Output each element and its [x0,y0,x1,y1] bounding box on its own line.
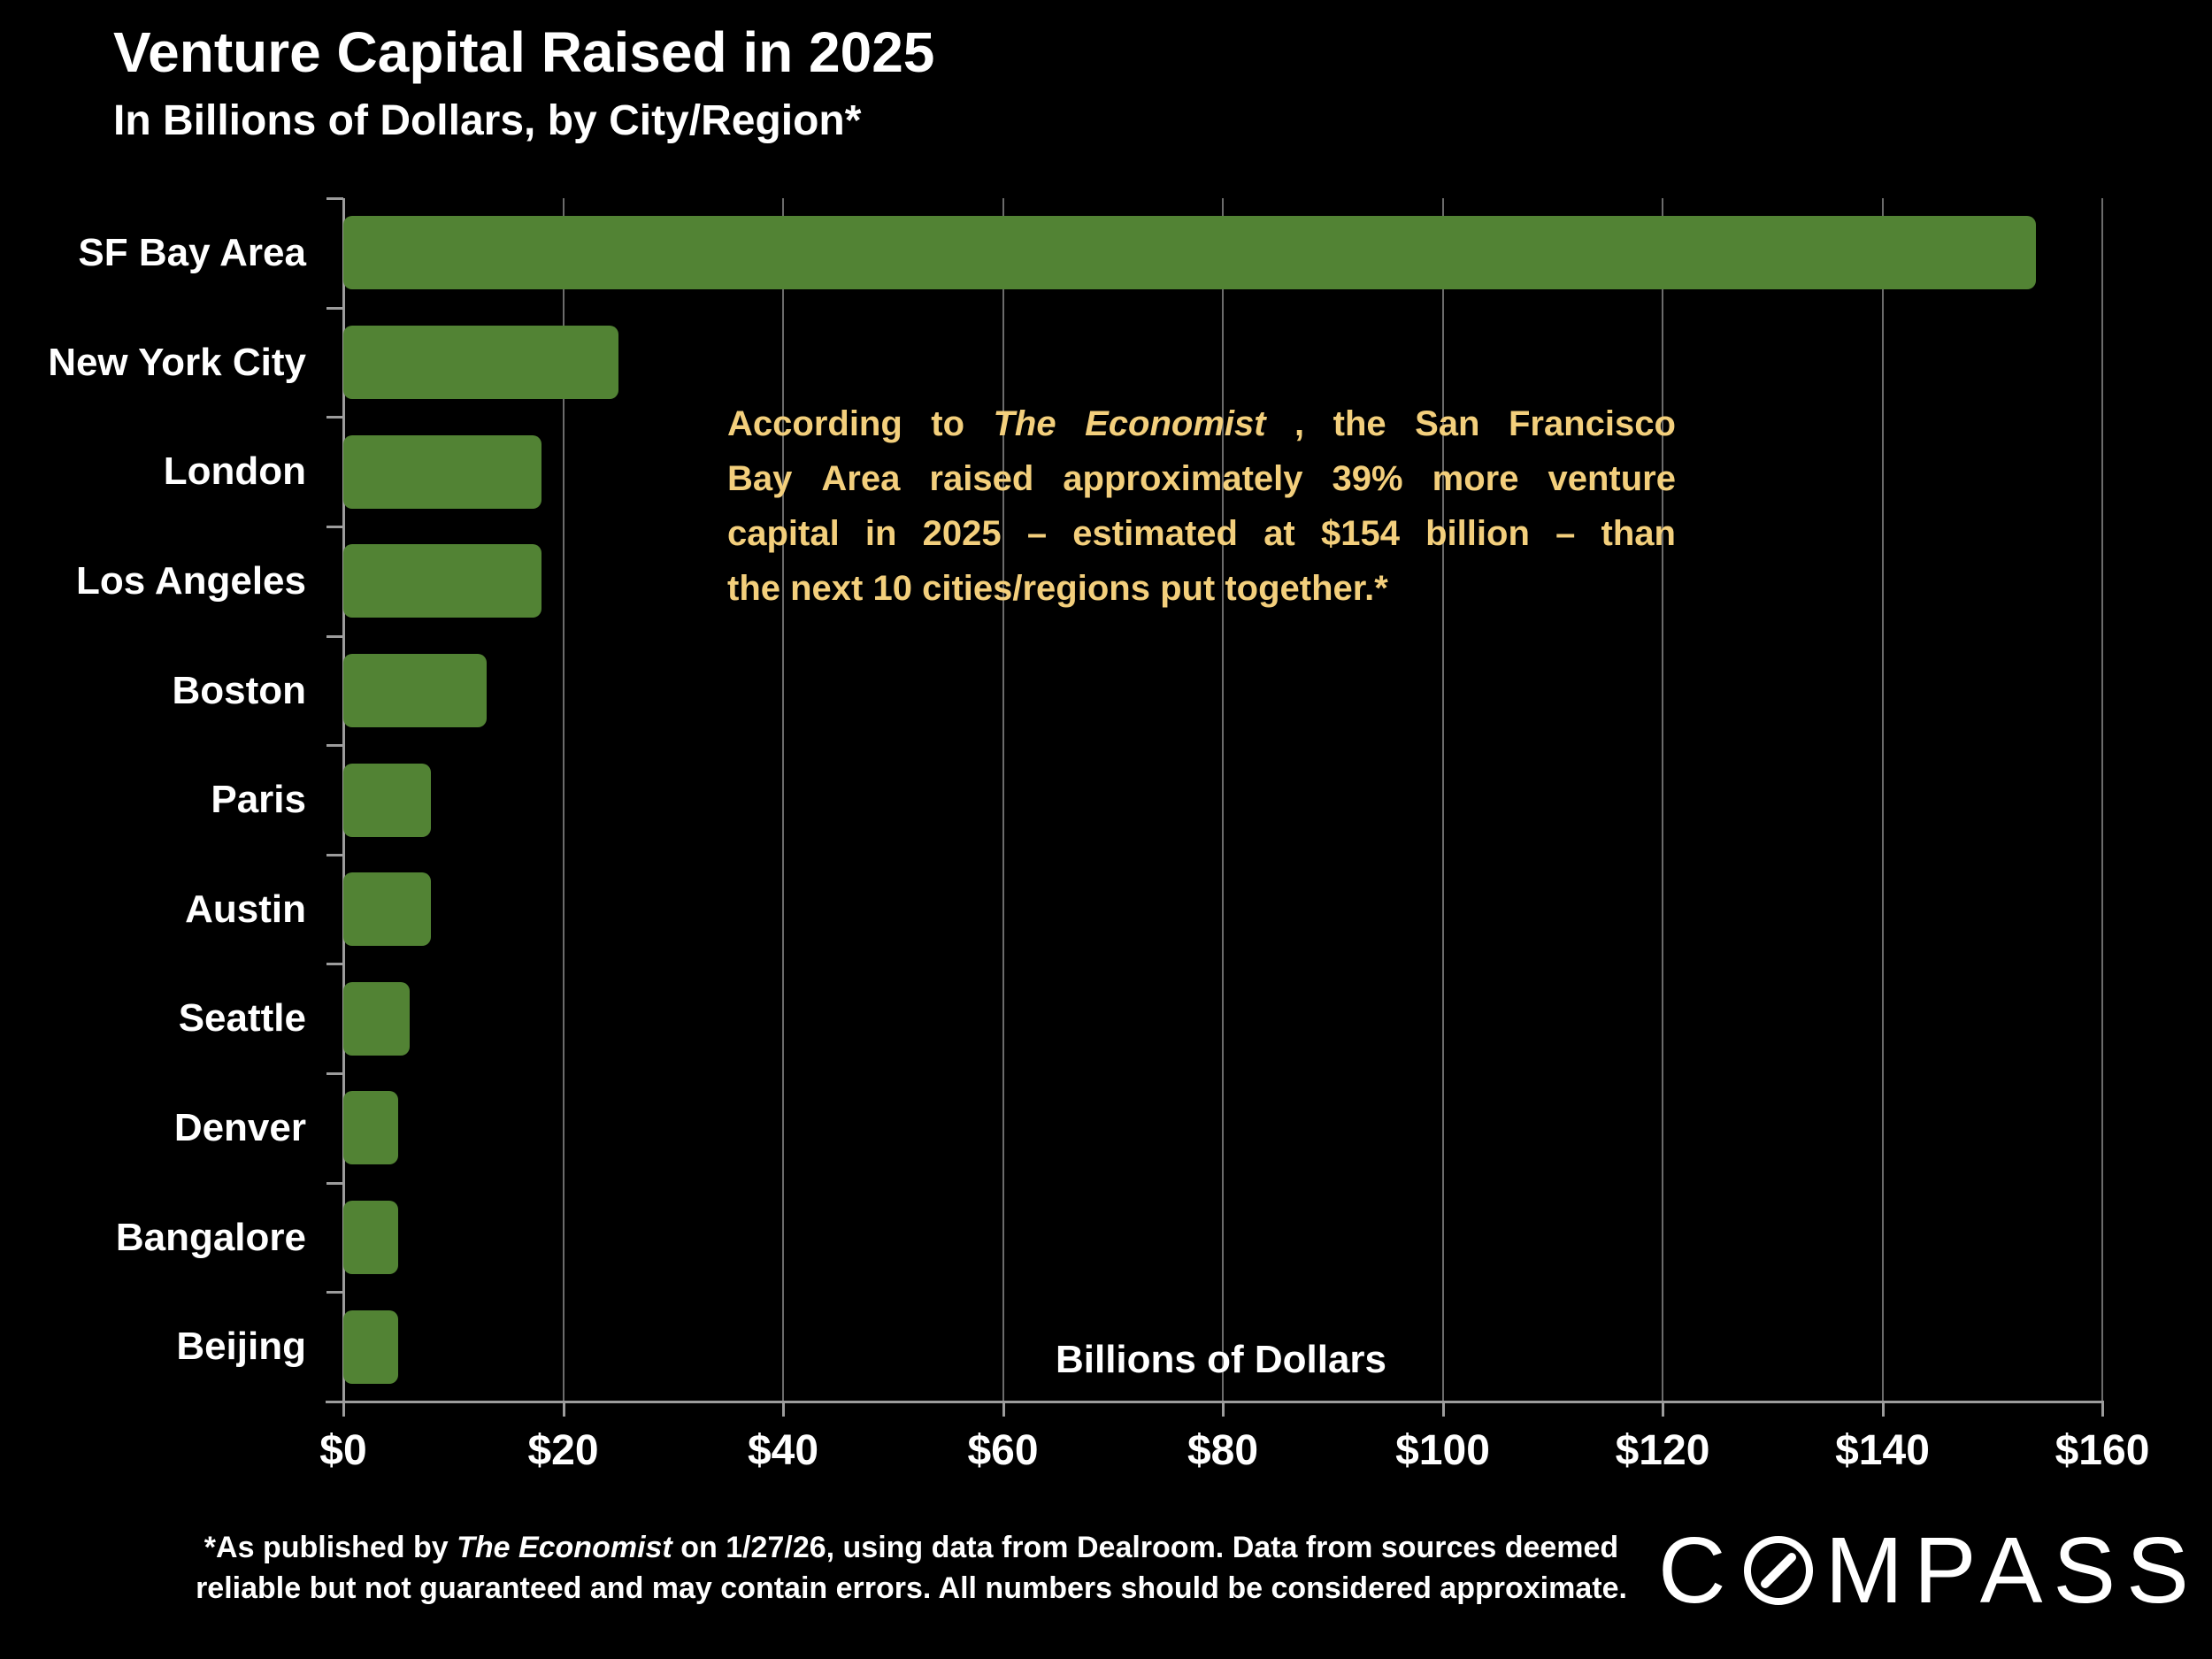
category-label-austin: Austin [185,887,306,931]
category-label-new-york-city: New York City [48,340,306,384]
footnote-line-2: reliable but not guaranteed and may cont… [196,1571,1627,1605]
x-axis-tick [1662,1402,1664,1417]
y-axis-tick [326,1072,343,1076]
category-label-boston: Boston [172,668,306,712]
x-tick-label-140: $140 [1835,1427,1930,1474]
gridline-140 [1881,198,1884,1402]
y-axis-tick [326,306,343,310]
bar-los-angeles [343,544,541,618]
logo-letters-mpass: MPASS [1824,1518,2200,1623]
gridline-60 [1002,198,1004,1402]
x-axis-line [326,1401,2104,1403]
x-tick-label-100: $100 [1395,1427,1490,1474]
chart-title: Venture Capital Raised in 2025 [113,20,935,84]
annotation-line-3: capital in 2025– estimated at $154 billion – tha… [727,514,1676,553]
bar-new-york-city [343,325,618,399]
gridline-40 [782,198,784,1402]
y-axis-tick [326,416,343,419]
annotation-callout: According to The Economist, the San Francisco B… [727,396,1676,616]
category-label-beijing: Beijing [176,1325,306,1369]
category-label-seattle: Seattle [178,996,306,1041]
x-axis-tick [1222,1402,1225,1417]
annotation-line-2: Bay Area raised approximately 39% more venture [727,459,1676,498]
annotation-line-4: the next 10 cities/regions put together.… [727,569,1388,608]
x-axis-tick [562,1402,565,1417]
category-label-london: London [163,449,306,494]
chart-subtitle: In Billions of Dollars, by City/Region* [113,97,862,144]
x-tick-label-160: $160 [2055,1427,2150,1474]
y-axis-tick [326,744,343,748]
gridline-160 [2101,198,2103,1402]
y-axis-tick [326,525,343,528]
annotation-line-1: According to The Economist, the San Francisco [727,404,1676,443]
category-label-bangalore: Bangalore [115,1215,306,1259]
x-axis-tick [1002,1402,1005,1417]
x-tick-label-80: $80 [1187,1427,1259,1474]
footnote: *As published by The Economist on 1/27/2… [181,1527,1641,1609]
bar-beijing [343,1310,399,1384]
x-axis-title: Billions of Dollars [1055,1338,1387,1381]
bar-paris [343,763,432,837]
compass-logo: C MPASS [1658,1524,2200,1617]
y-axis-tick [326,1291,343,1294]
y-axis-tick [326,634,343,638]
y-axis-tick [326,963,343,966]
plot-area [326,197,2104,1417]
bar-boston [343,653,487,727]
category-labels: SF Bay Area New York City London Los Angele… [0,198,306,1402]
bar-sf-bay-area [343,216,2037,290]
bar-austin [343,872,432,947]
x-axis-tick [2101,1402,2104,1417]
category-label-los-angeles: Los Angeles [76,558,306,603]
x-axis-tick [342,1402,345,1417]
x-axis-tick [782,1402,785,1417]
gridline-100 [1441,198,1444,1402]
category-label-denver: Denver [173,1106,306,1150]
bar-denver [343,1091,399,1165]
gridline-20 [562,198,565,1402]
y-axis-tick [326,197,343,200]
gridline-80 [1222,198,1224,1402]
x-axis-tick [1881,1402,1885,1417]
x-tick-label-60: $60 [967,1427,1039,1474]
bar-seattle [343,981,410,1056]
footnote-line-1: *As published by The Economist on 1/27/2… [204,1531,1619,1564]
x-tick-label-40: $40 [747,1427,819,1474]
category-label-paris: Paris [211,778,306,822]
bar-bangalore [343,1201,399,1275]
y-axis-tick [326,1181,343,1185]
y-axis-tick [326,1401,343,1403]
category-label-sf-bay-area: SF Bay Area [78,231,306,274]
y-axis-tick [326,853,343,856]
x-axis-tick [1441,1402,1445,1417]
logo-letter-c: C [1658,1518,1737,1623]
compass-o-icon [1743,1536,1813,1605]
gridline-120 [1662,198,1663,1402]
bar-london [343,434,541,509]
x-tick-label-20: $20 [527,1427,599,1474]
x-tick-label-120: $120 [1615,1427,1710,1474]
x-tick-label-0: $0 [319,1427,367,1474]
